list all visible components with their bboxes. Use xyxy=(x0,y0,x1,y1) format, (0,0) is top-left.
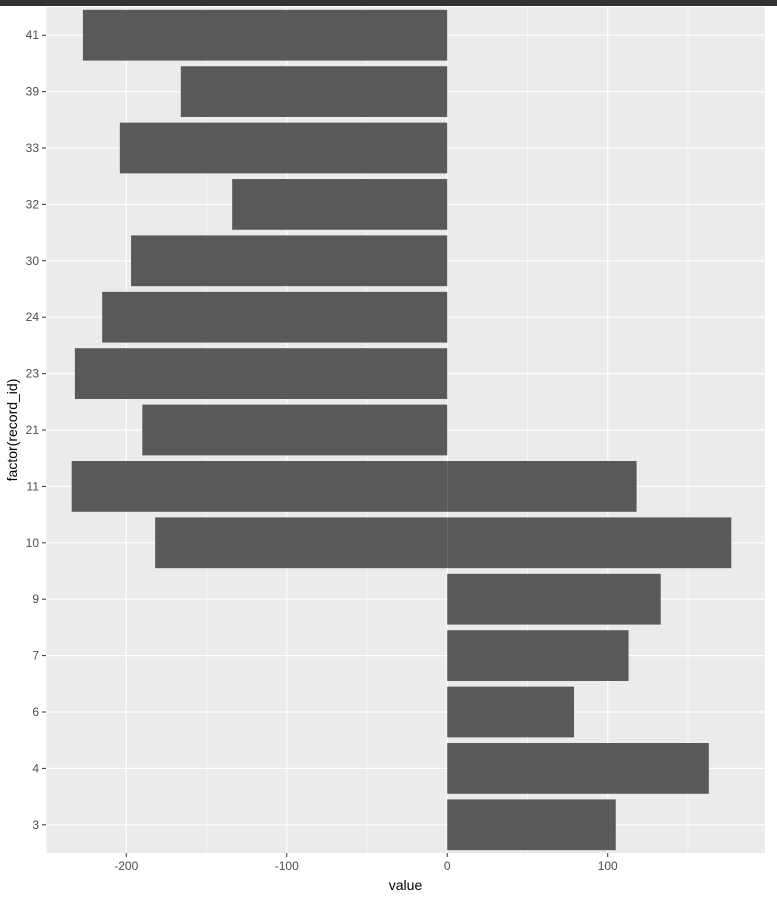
y-tick-label: 41 xyxy=(26,28,40,42)
y-tick-label: 6 xyxy=(32,705,39,719)
y-tick-label: 7 xyxy=(32,649,39,663)
bar-11-positive xyxy=(447,461,637,512)
x-axis: -200 -100 0 100 xyxy=(114,853,618,873)
y-tick-label: 24 xyxy=(26,310,40,324)
bar-10-negative xyxy=(155,517,448,569)
y-axis: 3 4 6 7 9 10 11 21 23 24 30 32 33 39 41 xyxy=(26,28,46,832)
bar-39-negative xyxy=(180,66,448,117)
bar-21-negative xyxy=(142,404,448,456)
y-tick-label: 9 xyxy=(32,592,39,606)
y-axis-title: factor(record_id) xyxy=(4,379,20,482)
bar-10-positive xyxy=(447,517,732,569)
x-tick-label: 0 xyxy=(444,859,451,873)
y-tick-label: 10 xyxy=(26,536,40,550)
bar-9-positive xyxy=(447,573,661,625)
y-tick-label: 3 xyxy=(32,818,39,832)
x-tick-label: 100 xyxy=(598,859,618,873)
y-tick-label: 30 xyxy=(26,254,40,268)
bar-4-positive xyxy=(447,743,709,794)
top-border xyxy=(0,0,777,6)
bar-24-negative xyxy=(102,291,448,343)
y-tick-label: 11 xyxy=(27,479,40,493)
bar-32-negative xyxy=(232,179,448,230)
x-tick-label: -200 xyxy=(114,859,138,873)
bar-41-negative xyxy=(82,9,448,61)
y-tick-label: 23 xyxy=(26,367,40,381)
bar-6-positive xyxy=(447,686,575,738)
bar-3-positive xyxy=(447,799,616,851)
bar-7-positive xyxy=(447,630,629,681)
bars xyxy=(71,9,732,851)
bar-30-negative xyxy=(131,235,448,287)
y-tick-label: 32 xyxy=(26,197,40,211)
bar-11-negative xyxy=(71,461,448,512)
bar-33-negative xyxy=(119,122,448,174)
y-tick-label: 33 xyxy=(26,141,40,155)
y-tick-label: 21 xyxy=(26,423,40,437)
x-axis-title: value xyxy=(389,877,423,893)
y-tick-label: 39 xyxy=(26,85,40,99)
bar-23-negative xyxy=(74,348,448,399)
x-tick-label: -100 xyxy=(275,859,299,873)
y-tick-label: 4 xyxy=(32,761,39,775)
